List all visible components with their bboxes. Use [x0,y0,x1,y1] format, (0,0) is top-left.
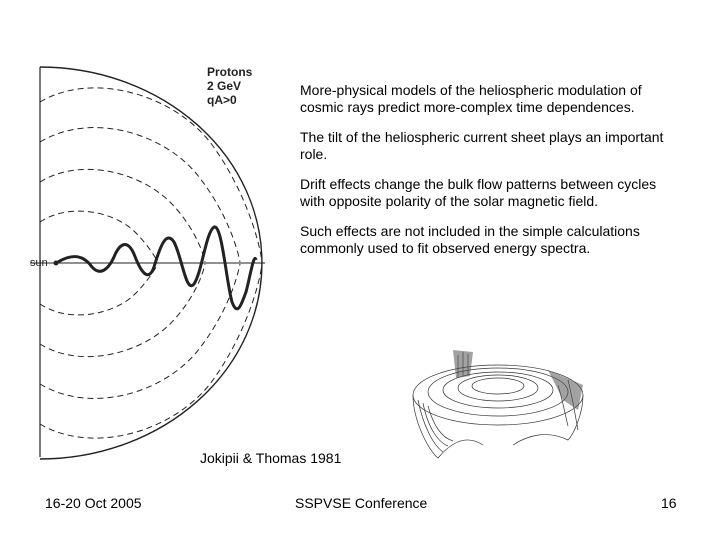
current-sheet [57,225,258,311]
figure-label-sun: sun [30,257,48,269]
figure-label-protons: Protons [207,65,253,79]
paragraph: Drift effects change the bulk flow patte… [300,176,657,209]
flow-line [39,127,241,263]
paragraph: Such effects are not included in the sim… [300,223,640,256]
paragraph: More-physical models of the heliospheric… [300,82,642,115]
drift-pattern-figure [30,66,265,460]
footer-date: 16-20 Oct 2005 [45,495,142,511]
figure-label-energy: 2 GeV [207,79,242,93]
flow-line [39,263,263,439]
sun-marker [53,260,59,266]
current-sheet-3d-figure [412,350,584,459]
figure-citation: Jokipii & Thomas 1981 [200,450,342,466]
flow-line [39,87,263,263]
flow-line [39,263,241,399]
flow-line [39,263,206,358]
flow-line [39,210,159,263]
text-block: More-physical models of the heliospheric… [300,82,675,270]
heliosphere-boundary [39,66,263,460]
footer-conference: SSPVSE Conference [295,495,428,511]
figure-label-polarity: qA>0 [207,93,237,107]
flow-line [39,168,206,263]
footer-page-number: 16 [661,495,677,511]
paragraph: The tilt of the heliospheric current she… [300,129,664,162]
